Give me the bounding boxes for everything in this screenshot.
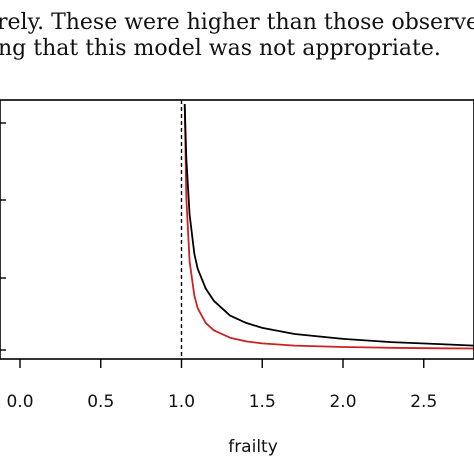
tick-layer [0, 122, 425, 368]
x-tick-label: 2.0 [329, 392, 356, 412]
x-axis-title: frailty [228, 437, 278, 457]
x-tick-label: 2.5 [410, 392, 437, 412]
series-line [183, 103, 474, 347]
mark-layer [180, 100, 474, 359]
paragraph-text: rely. These were higher than those obser… [0, 0, 474, 80]
paragraph-line: rely. These were higher than those obser… [0, 10, 474, 35]
plot-frame [0, 99, 474, 360]
x-tick-label: 0.0 [6, 392, 33, 412]
series-line [183, 103, 474, 350]
x-tick-label: 1.0 [168, 392, 195, 412]
paragraph-line: ng that this model was not appropriate. [0, 36, 441, 61]
label-layer: 0.0 0.5 1.0 1.5 2.0 2.5 [6, 392, 437, 412]
x-tick-label: 0.5 [87, 392, 114, 412]
x-tick-label: 1.5 [249, 392, 276, 412]
